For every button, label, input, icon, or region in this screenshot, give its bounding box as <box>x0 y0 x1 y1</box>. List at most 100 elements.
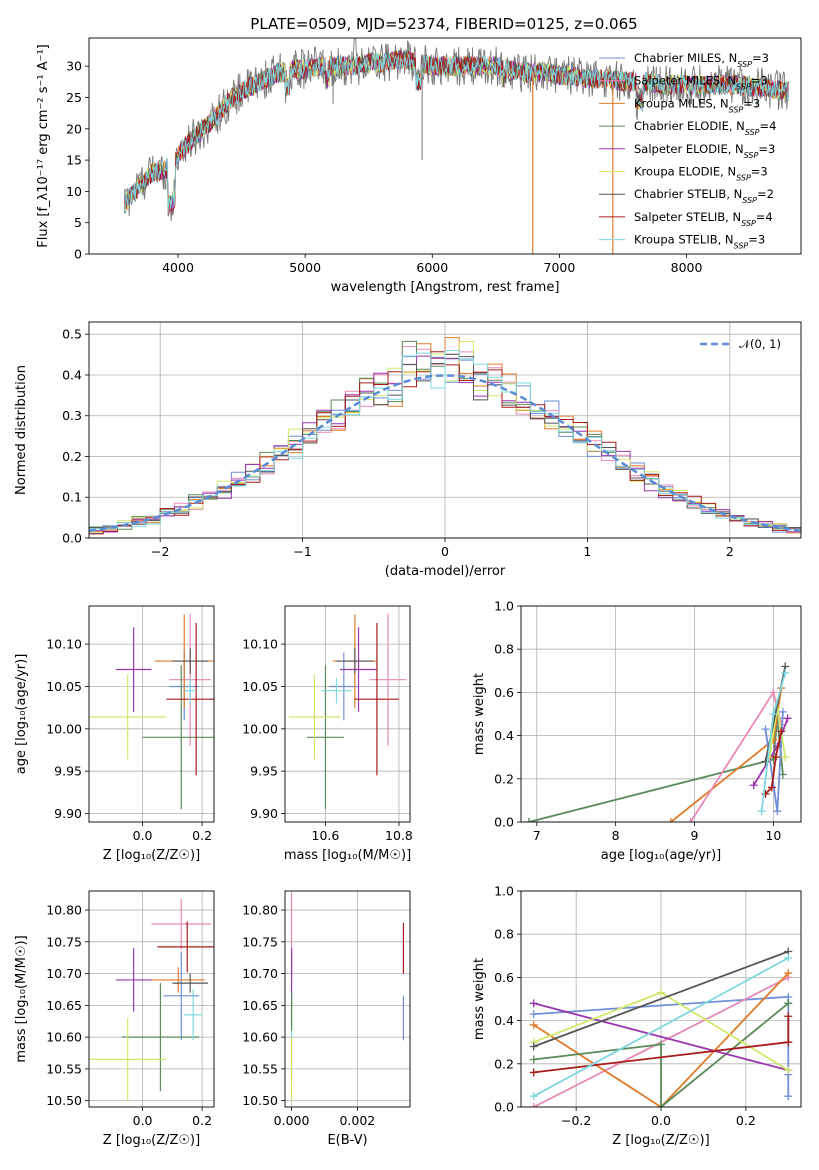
y-tick-label: 10.80 <box>242 903 278 918</box>
y-ticks: 0.0 0.2 0.4 0.6 0.8 1.0 <box>494 884 521 1115</box>
figure-title: PLATE=0509, MJD=52374, FIBERID=0125, z=0… <box>250 15 637 33</box>
legend-label: Kroupa STELIB, NSSP=3 <box>634 233 765 251</box>
y-tick-label: 10.05 <box>242 679 278 694</box>
legend-label: Salpeter ELODIE, NSSP=3 <box>634 142 775 160</box>
x-axis-label: E(B-V) <box>327 1133 367 1148</box>
weight-marker <box>784 1092 793 1101</box>
y-tick-label: 10.55 <box>242 1061 278 1076</box>
y-ticks: 10.50 10.55 10.60 10.65 10.70 10.75 10.80 <box>242 903 285 1108</box>
y-tick-label: 0 <box>74 247 82 262</box>
mass_weight_vs_Z-panel: −0.2 0.0 0.2 0.0 0.2 0.4 0.6 0.8 1.0 Z [log₁₀(Z/Z… <box>472 884 802 1148</box>
y-ticks: 0.0 0.2 0.4 0.6 0.8 1.0 <box>494 599 521 830</box>
weight-marker <box>781 753 790 762</box>
x-tick-label: 7 <box>533 828 541 843</box>
x-tick-label: 0.2 <box>192 1113 212 1128</box>
y-tick-label: 0.4 <box>62 367 82 382</box>
y-ticks: 9.90 9.95 10.00 10.05 10.10 <box>242 637 285 821</box>
x-tick-label: 0 <box>441 544 449 559</box>
x-tick-label: 0.0 <box>133 1113 153 1128</box>
x-tick-label: 10.8 <box>385 828 413 843</box>
y-tick-label: 9.95 <box>54 764 82 779</box>
y-tick-label: 0.2 <box>494 1056 514 1071</box>
y-tick-label: 0.8 <box>494 927 514 942</box>
y-tick-label: 0.4 <box>494 728 514 743</box>
legend-label: Kroupa ELODIE, NSSP=3 <box>634 165 768 183</box>
weight-marker <box>784 953 793 962</box>
weight-marker <box>784 999 793 1008</box>
weight-marker <box>771 753 780 762</box>
model-spectrum-salpeter_stelib <box>124 49 789 213</box>
x-tick-label: −2 <box>151 544 169 559</box>
x-axis-label: (data-model)/error <box>385 564 506 579</box>
y-tick-label: 0.4 <box>494 1013 514 1028</box>
legend-label: Chabrier ELODIE, NSSP=4 <box>634 119 776 137</box>
x-tick-label: 5000 <box>289 260 321 275</box>
x-axis-label: Z [log₁₀(Z/Z☉)] <box>103 1133 200 1148</box>
error-bars <box>290 894 405 1101</box>
x-tick-label: 0.0 <box>651 1113 671 1128</box>
weight-marker <box>529 1092 538 1101</box>
y-tick-label: 10.60 <box>242 1030 278 1045</box>
y-tick-label: 10.10 <box>46 637 82 652</box>
y-tick-label: 0.6 <box>494 970 514 985</box>
error-bars <box>89 898 214 1101</box>
y-axis-label: Flux [f_λ10⁻¹⁷ erg cm⁻² s⁻¹ A⁻¹] <box>36 44 51 248</box>
y-tick-label: 10 <box>66 184 82 199</box>
legend-label: 𝒩(0, 1) <box>739 337 781 351</box>
x-ticks: 10.6 10.8 <box>312 822 413 843</box>
x-tick-label: 1 <box>583 544 591 559</box>
observed-spectrum <box>124 38 789 221</box>
axes-frame <box>88 890 215 1108</box>
x-tick-label: 6000 <box>416 260 448 275</box>
x-ticks: 0.0 0.2 <box>133 1107 212 1128</box>
weight-marker <box>769 710 778 718</box>
error-bars <box>288 613 407 810</box>
y-tick-label: 10.80 <box>46 903 82 918</box>
y-tick-label: 1.0 <box>494 884 514 899</box>
mass_vs_Z-panel: 0.0 0.2 10.50 10.55 10.60 10.65 10.70 10.75 10.8… <box>14 890 215 1148</box>
weight-marker <box>529 1042 538 1051</box>
weight-marker <box>529 999 538 1008</box>
weight-marker <box>778 707 787 716</box>
spectrum-panel: 4000 5000 6000 7000 8000 0 5 10 15 20 25 30 waveleng… <box>36 37 802 295</box>
y-axis-label: mass weight <box>472 958 487 1040</box>
weight-marker <box>781 668 790 677</box>
axes-frame <box>520 605 802 823</box>
legend-label: Kroupa MILES, NSSP=3 <box>634 96 760 114</box>
weight-marker <box>777 727 786 736</box>
y-ticks: 9.90 9.95 10.00 10.05 10.10 <box>46 637 89 821</box>
y-tick-label: 0.0 <box>494 815 514 830</box>
y-tick-label: 15 <box>66 153 82 168</box>
y-tick-label: 5 <box>74 215 82 230</box>
weight-marker <box>529 1055 538 1064</box>
axes-frame <box>284 605 411 823</box>
y-tick-label: 0.2 <box>494 771 514 786</box>
y-tick-label: 10.65 <box>46 998 82 1013</box>
y-tick-label: 10.00 <box>242 721 278 736</box>
legend-label: Salpeter MILES, NSSP=3 <box>634 74 768 92</box>
weight-line-chabrier_elodie <box>533 1002 789 1107</box>
weight-marker <box>657 1040 665 1049</box>
weight-line-kroupa_miles <box>670 687 783 822</box>
y-tick-label: 0.5 <box>62 327 82 342</box>
x-tick-label: 0.002 <box>339 1113 375 1128</box>
weight-marker <box>761 725 770 734</box>
histogram-kroupa_stelib <box>89 350 801 535</box>
weight-line-salpeter_stelib <box>764 731 783 795</box>
weight-marker <box>529 1103 538 1107</box>
x-tick-label: 7000 <box>544 260 576 275</box>
weight-marker <box>529 1010 538 1019</box>
weight-marker <box>657 988 665 997</box>
y-tick-label: 0.1 <box>62 490 82 505</box>
axes-frame <box>88 321 802 539</box>
weight-lines <box>529 947 793 1107</box>
weight-lines <box>524 662 792 822</box>
weight-line-kroupa_miles <box>533 972 789 1107</box>
y-tick-label: 25 <box>66 90 82 105</box>
y-tick-label: 10.55 <box>46 1061 82 1076</box>
weight-marker <box>686 818 695 822</box>
y-tick-label: 10.10 <box>242 637 278 652</box>
y-ticks: 0.0 0.1 0.2 0.3 0.4 0.5 <box>62 327 89 546</box>
age_vs_mass-panel: 10.6 10.8 9.90 9.95 10.00 10.05 10.10 mass [log… <box>242 605 413 863</box>
x-axis-label: Z [log₁₀(Z/Z☉)] <box>103 848 200 863</box>
